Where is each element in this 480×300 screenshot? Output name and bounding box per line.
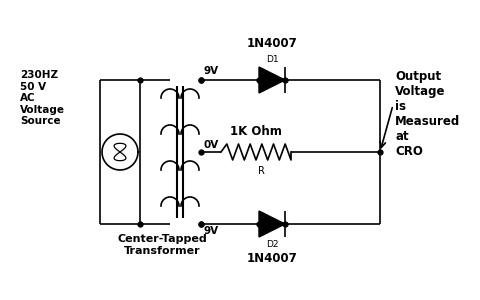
Text: 230HZ
50 V
AC
Voltage
Source: 230HZ 50 V AC Voltage Source — [20, 70, 65, 126]
Text: Center-Tapped
Transformer: Center-Tapped Transformer — [117, 234, 207, 256]
Text: 0V: 0V — [203, 140, 218, 150]
Text: 1N4007: 1N4007 — [247, 37, 298, 50]
Polygon shape — [259, 67, 285, 93]
Text: Output
Voltage
is
Measured
at
CRO: Output Voltage is Measured at CRO — [395, 70, 460, 158]
Text: D1: D1 — [266, 55, 278, 64]
Text: 9V: 9V — [203, 226, 218, 236]
Text: 9V: 9V — [203, 66, 218, 76]
Polygon shape — [259, 211, 285, 237]
Text: 1N4007: 1N4007 — [247, 252, 298, 265]
Text: D2: D2 — [266, 240, 278, 249]
Text: R: R — [258, 166, 264, 176]
Text: 1K Ohm: 1K Ohm — [230, 125, 282, 138]
